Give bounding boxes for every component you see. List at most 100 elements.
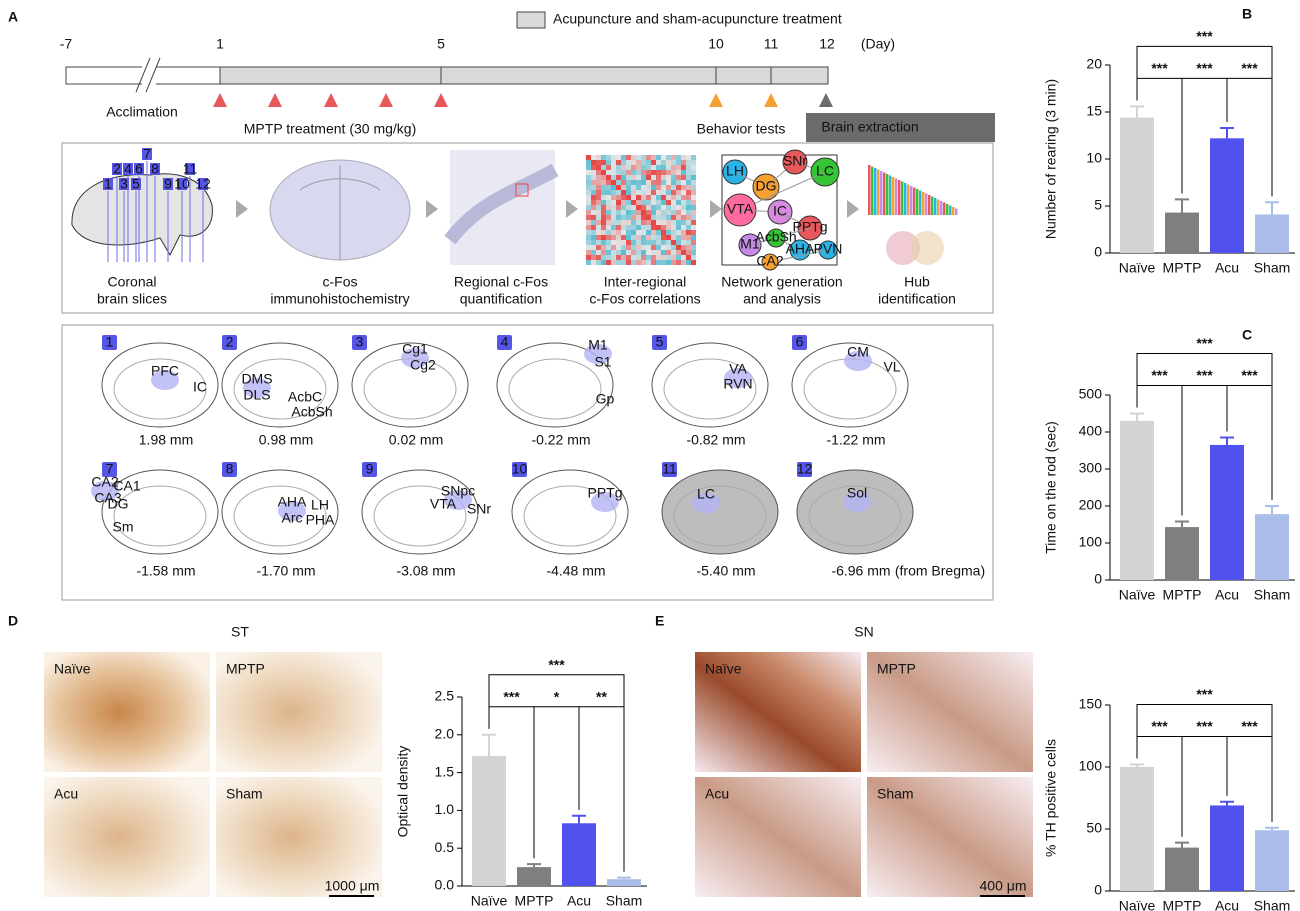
hub-bar: [892, 177, 895, 215]
slice-number: 8: [151, 161, 159, 177]
heatmap-cell: [621, 175, 626, 180]
micrograph: [44, 777, 210, 897]
heatmap-cell: [646, 225, 651, 230]
heatmap-cell: [626, 255, 631, 260]
heatmap-cell: [666, 200, 671, 205]
heatmap-cell: [621, 230, 626, 235]
heatmap-cell: [661, 230, 666, 235]
bar: [1210, 444, 1244, 580]
y-tick-label: 400: [1079, 423, 1103, 439]
heatmap-cell: [641, 175, 646, 180]
x-tick-label: Sham: [1254, 587, 1291, 603]
hub-bar: [877, 169, 880, 215]
node-label: AcbSh: [755, 229, 796, 245]
heatmap-cell: [606, 260, 611, 265]
heatmap-cell: [601, 210, 606, 215]
heatmap-cell: [621, 215, 626, 220]
heatmap-cell: [626, 200, 631, 205]
heatmap-cell: [691, 180, 696, 185]
heatmap-cell: [596, 205, 601, 210]
heatmap-cell: [686, 250, 691, 255]
heatmap-cell: [621, 185, 626, 190]
heatmap-cell: [681, 160, 686, 165]
slice-number-box: [222, 335, 237, 350]
heatmap-cell: [671, 155, 676, 160]
heatmap-cell: [626, 205, 631, 210]
significance-bracket: [1226, 385, 1273, 500]
heatmap-cell: [631, 200, 636, 205]
heatmap-cell: [681, 195, 686, 200]
heatmap-cell: [641, 250, 646, 255]
heatmap-cell: [661, 225, 666, 230]
y-tick-label: 2.5: [435, 688, 455, 704]
slice-number: 10: [174, 176, 190, 192]
heatmap-cell: [591, 215, 596, 220]
heatmap-cell: [691, 245, 696, 250]
marker-triangle: [434, 93, 448, 107]
heatmap-cell: [666, 180, 671, 185]
image-title: SN: [854, 624, 873, 640]
heatmap-cell: [651, 190, 656, 195]
heatmap-cell: [591, 185, 596, 190]
slice-number-box: [103, 178, 113, 190]
heatmap-cell: [636, 200, 641, 205]
heatmap-cell: [691, 230, 696, 235]
y-tick-label: 500: [1079, 386, 1103, 402]
venn: [910, 231, 944, 265]
heatmap-cell: [601, 225, 606, 230]
heatmap-cell: [691, 225, 696, 230]
x-tick-label: Acu: [1215, 898, 1239, 911]
y-tick-label: 0: [1094, 571, 1102, 587]
heatmap-cell: [641, 180, 646, 185]
slice-number-box: [142, 148, 152, 160]
bar: [1210, 138, 1244, 253]
heatmap-cell: [651, 165, 656, 170]
slice-inner: [523, 485, 617, 547]
region-label: SNr: [467, 501, 491, 517]
image-label: Naïve: [54, 661, 91, 677]
heatmap-cell: [641, 215, 646, 220]
heatmap-cell: [681, 260, 686, 265]
heatmap-cell: [656, 220, 661, 225]
heatmap-cell: [646, 175, 651, 180]
region-label: VL: [883, 359, 900, 375]
region-highlight: [844, 351, 872, 371]
heatmap-cell: [626, 180, 631, 185]
heatmap-cell: [611, 165, 616, 170]
heatmap-cell: [611, 215, 616, 220]
heatmap-cell: [646, 240, 651, 245]
heatmap-cell: [606, 180, 611, 185]
heatmap-cell: [591, 205, 596, 210]
error-bar: [1175, 841, 1189, 848]
heatmap-cell: [591, 220, 596, 225]
heatmap-cell: [621, 155, 626, 160]
step-arrow: [566, 200, 578, 218]
hub-bar: [898, 180, 901, 215]
heatmap-cell: [616, 260, 621, 265]
heatmap-cell: [651, 185, 656, 190]
heatmap-cell: [591, 200, 596, 205]
slice-number-box: [119, 178, 129, 190]
slice-mm: -3.08 mm: [396, 563, 455, 579]
heatmap-cell: [606, 165, 611, 170]
error-bar: [527, 863, 541, 868]
heatmap-cell: [591, 225, 596, 230]
heatmap-cell: [651, 220, 656, 225]
x-tick-label: Naïve: [1119, 260, 1156, 276]
heatmap-cell: [601, 205, 606, 210]
heatmap-cell: [626, 245, 631, 250]
hub-bar: [910, 186, 913, 215]
heatmap-cell: [631, 160, 636, 165]
bar: [517, 867, 551, 886]
slice-number-box: [792, 335, 807, 350]
heatmap-cell: [651, 240, 656, 245]
hub-bar: [901, 181, 904, 215]
heatmap-cell: [651, 175, 656, 180]
slice-mm: 0.98 mm: [259, 432, 313, 448]
day-unit: (Day): [861, 36, 895, 52]
heatmap-cell: [671, 160, 676, 165]
heatmap-cell: [601, 200, 606, 205]
heatmap-cell: [631, 175, 636, 180]
heatmap-cell: [656, 175, 661, 180]
heatmap-cell: [676, 225, 681, 230]
